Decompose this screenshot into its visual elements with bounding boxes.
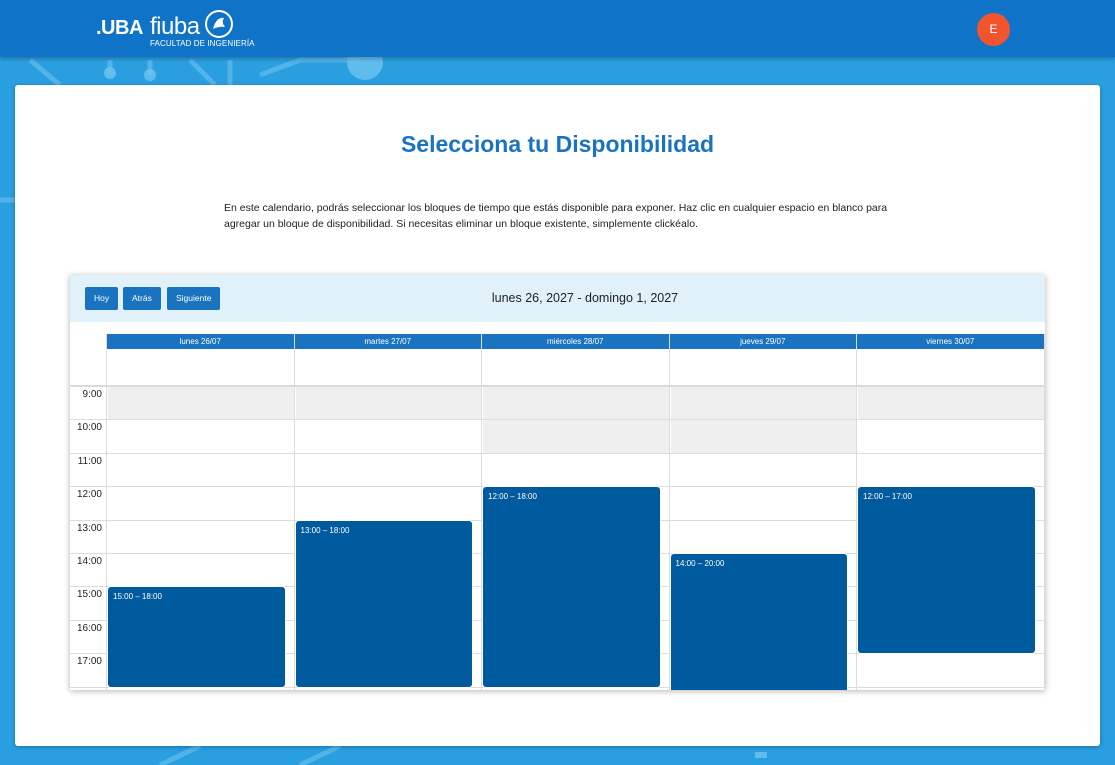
calendar-toolbar: Hoy Atrás Siguiente lunes 26, 2027 - dom… bbox=[70, 275, 1045, 322]
grid-column-line bbox=[668, 334, 670, 690]
grid-hour-line bbox=[70, 686, 1045, 688]
availability-block[interactable]: 14:00 – 20:00 bbox=[670, 554, 847, 690]
time-label: 17:00 bbox=[76, 656, 102, 668]
grid-hour-line bbox=[70, 452, 1045, 454]
grid-column-line bbox=[1043, 334, 1045, 690]
today-button[interactable]: Hoy bbox=[85, 287, 119, 310]
time-label: 10:00 bbox=[76, 422, 102, 434]
all-day-row[interactable] bbox=[70, 349, 1045, 386]
logo-fiuba-text: fiuba bbox=[150, 13, 200, 40]
availability-block-label: 13:00 – 18:00 bbox=[300, 525, 350, 535]
day-header[interactable]: viernes 30/07 bbox=[857, 334, 1044, 349]
time-label: 13:00 bbox=[76, 522, 102, 534]
main-card: Selecciona tu Disponibilidad En este cal… bbox=[15, 85, 1100, 746]
availability-block[interactable]: 12:00 – 17:00 bbox=[858, 487, 1035, 654]
availability-block-label: 15:00 – 18:00 bbox=[113, 592, 162, 602]
time-label: 11:00 bbox=[77, 455, 102, 467]
availability-calendar: Hoy Atrás Siguiente lunes 26, 2027 - dom… bbox=[70, 275, 1045, 690]
grid-column-line bbox=[856, 334, 857, 690]
calendar-range-label: lunes 26, 2027 - domingo 1, 2027 bbox=[491, 291, 679, 305]
grid-hour-line bbox=[70, 386, 1045, 387]
day-header[interactable]: miércoles 28/07 bbox=[482, 334, 669, 349]
time-label: 15:00 bbox=[76, 589, 102, 601]
unavailable-slot bbox=[295, 386, 482, 420]
day-header[interactable]: martes 27/07 bbox=[294, 334, 481, 349]
day-header[interactable]: jueves 29/07 bbox=[669, 334, 856, 349]
unavailable-slot bbox=[108, 386, 295, 420]
grid-column-line bbox=[481, 334, 482, 690]
availability-block-label: 14:00 – 20:00 bbox=[675, 559, 725, 568]
unavailable-slot bbox=[858, 386, 1045, 420]
grid-hour-line bbox=[70, 486, 1045, 488]
availability-block[interactable]: 12:00 – 18:00 bbox=[483, 487, 660, 687]
logo-uba-text: .UBA bbox=[96, 17, 143, 39]
time-label: 9:00 bbox=[82, 389, 102, 400]
availability-block[interactable]: 13:00 – 18:00 bbox=[295, 520, 472, 687]
intro-text: En este calendario, podrás seleccionar l… bbox=[224, 202, 888, 230]
availability-block-label: 12:00 – 18:00 bbox=[488, 492, 537, 502]
grid-hour-line bbox=[70, 419, 1045, 421]
time-label: 16:00 bbox=[76, 622, 102, 634]
grid-column-line bbox=[106, 334, 107, 690]
time-label: 14:00 bbox=[76, 556, 102, 567]
top-navbar: .UBA fiuba FACULTAD DE INGENIERÍA E bbox=[0, 0, 1115, 57]
time-label: 12:00 bbox=[76, 489, 102, 501]
back-button[interactable]: Atrás bbox=[123, 287, 161, 310]
day-header[interactable]: lunes 26/07 bbox=[107, 334, 294, 349]
fiuba-emblem-icon bbox=[205, 10, 233, 38]
logo-subtitle: FACULTAD DE INGENIERÍA bbox=[150, 39, 255, 48]
availability-block[interactable]: 15:00 – 18:00 bbox=[108, 587, 285, 687]
next-button[interactable]: Siguiente bbox=[167, 287, 221, 310]
availability-block-label: 12:00 – 17:00 bbox=[863, 492, 912, 502]
page-title: Selecciona tu Disponibilidad bbox=[400, 131, 715, 157]
user-avatar[interactable]: E bbox=[977, 13, 1010, 46]
grid-column-line bbox=[293, 334, 295, 690]
calendar-week-grid[interactable]: lunes 26/07 martes 27/07 miércoles 28/07 ju… bbox=[70, 334, 1045, 690]
